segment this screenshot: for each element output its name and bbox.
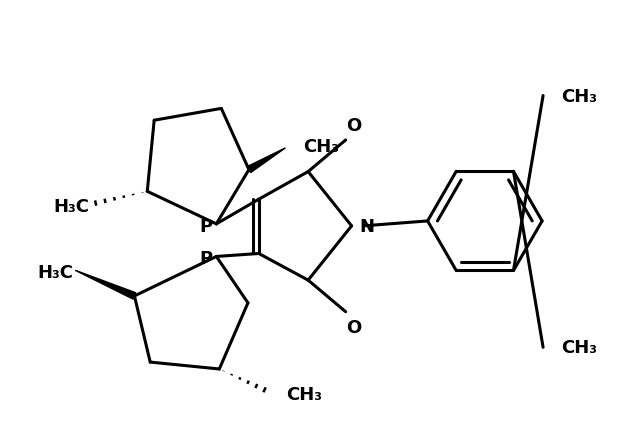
Text: H₃C: H₃C [37, 264, 73, 282]
Text: CH₃: CH₃ [287, 385, 323, 403]
Text: O: O [346, 117, 361, 135]
Polygon shape [75, 270, 136, 299]
Text: P: P [199, 250, 212, 268]
Text: H₃C: H₃C [53, 198, 89, 215]
Polygon shape [247, 148, 285, 173]
Text: CH₃: CH₃ [561, 338, 597, 356]
Text: N: N [360, 217, 374, 235]
Text: O: O [346, 318, 361, 336]
Text: P: P [199, 217, 212, 235]
Text: CH₃: CH₃ [303, 138, 339, 156]
Text: CH₃: CH₃ [561, 87, 597, 105]
